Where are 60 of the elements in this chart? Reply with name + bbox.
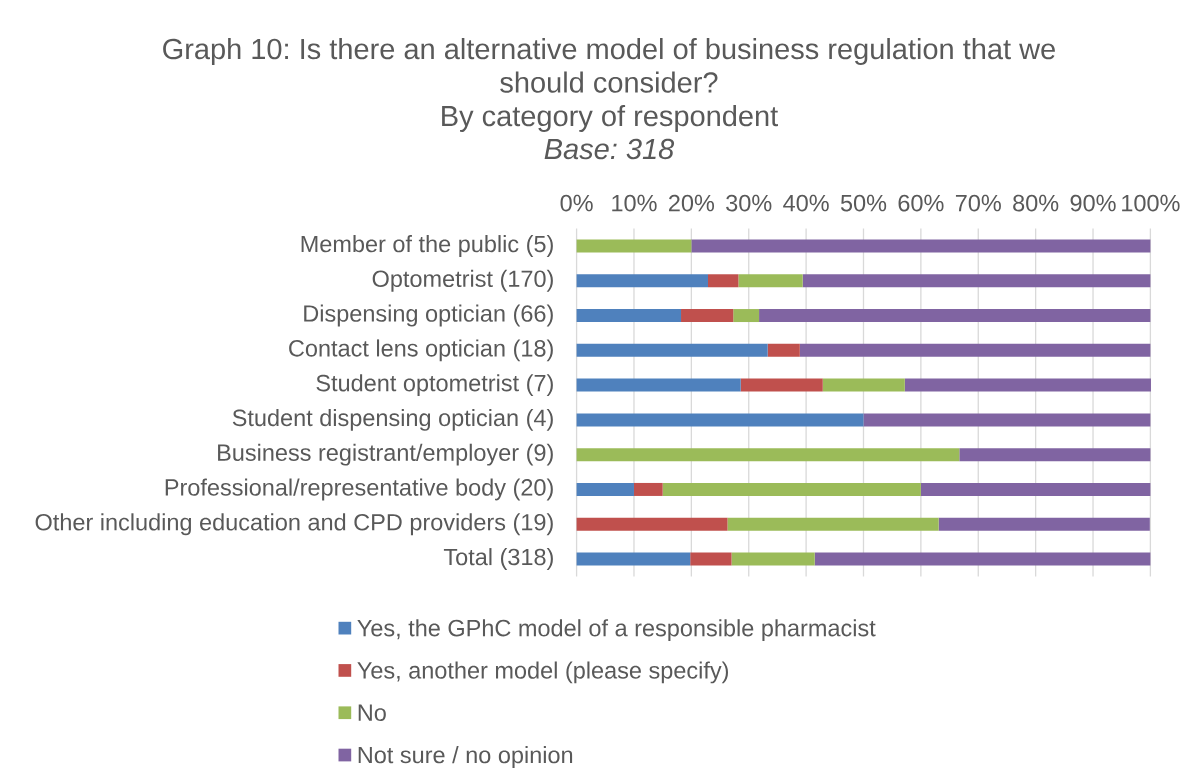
x-tick-label: 70% [955, 194, 1001, 212]
bar [814, 552, 1151, 566]
text: Base: 318 [544, 138, 675, 160]
bar [959, 448, 1151, 462]
bar [576, 343, 768, 357]
bar [708, 274, 739, 288]
x-tick-label: 20% [669, 194, 715, 212]
y-tick-label: Student dispensing optician (4) [232, 408, 553, 431]
bar [576, 517, 728, 531]
y-tick-label: Optometrist (170) [372, 269, 553, 292]
x-tick-label: 10% [612, 194, 657, 212]
y-tick-label: Member of the public (5) [301, 235, 553, 257]
bar [802, 274, 1151, 288]
bar [576, 378, 741, 392]
legend-label: Yes, the GPhC model of a responsible pharmacist [357, 619, 876, 642]
y-tick-label: Other including education and CPD providers (19) [35, 513, 553, 536]
bar [733, 309, 760, 323]
y-tick-label: Contact lens optician (18) [289, 339, 553, 362]
bar [740, 378, 823, 392]
bar [738, 274, 803, 288]
bar [576, 552, 691, 566]
x-tick-label: 0% [560, 194, 593, 212]
y-tick-label: Student optometrist (7) [316, 374, 553, 397]
x-tick-label: 50% [840, 194, 887, 212]
bar [767, 343, 800, 357]
x-tick-label: 100% [1122, 194, 1180, 212]
bar [799, 343, 1151, 357]
bar [576, 274, 708, 288]
bar [759, 309, 1151, 323]
chart-subtitle: By category of respondent [442, 104, 778, 133]
bar [576, 413, 864, 427]
bar [920, 482, 1151, 496]
y-tick-label: Business registrant/employer (9) [218, 443, 553, 466]
bar [904, 378, 1151, 392]
x-tick-label: 60% [898, 194, 944, 212]
bar [662, 482, 921, 496]
bar [576, 309, 682, 323]
bar [633, 482, 663, 496]
y-tick-label: Total (318) [443, 548, 553, 570]
y-tick-label: Dispensing optician (66) [304, 304, 553, 327]
bar [822, 378, 905, 392]
bar [691, 239, 1151, 253]
y-tick-label: Professional/representative body (20) [165, 478, 553, 501]
chart-title: Graph 10: Is there an alternative model of business regulation that we should consider? [163, 37, 1055, 93]
legend-label: Yes, another model (please specify) [357, 661, 728, 684]
x-tick-label: 40% [783, 194, 829, 212]
x-tick-label: 30% [726, 194, 772, 212]
bar [863, 413, 1151, 427]
x-tick-label: 80% [1013, 194, 1059, 212]
x-tick-label: 90% [1070, 194, 1116, 212]
bar [727, 517, 939, 531]
bar [576, 239, 692, 253]
bar [576, 448, 960, 462]
legend-label: No [358, 704, 386, 722]
bar [690, 552, 732, 566]
bar [731, 552, 815, 566]
bar [681, 309, 734, 323]
legend-label: Not sure / no opinion [358, 746, 573, 768]
bar [576, 482, 634, 496]
bar [938, 517, 1150, 531]
